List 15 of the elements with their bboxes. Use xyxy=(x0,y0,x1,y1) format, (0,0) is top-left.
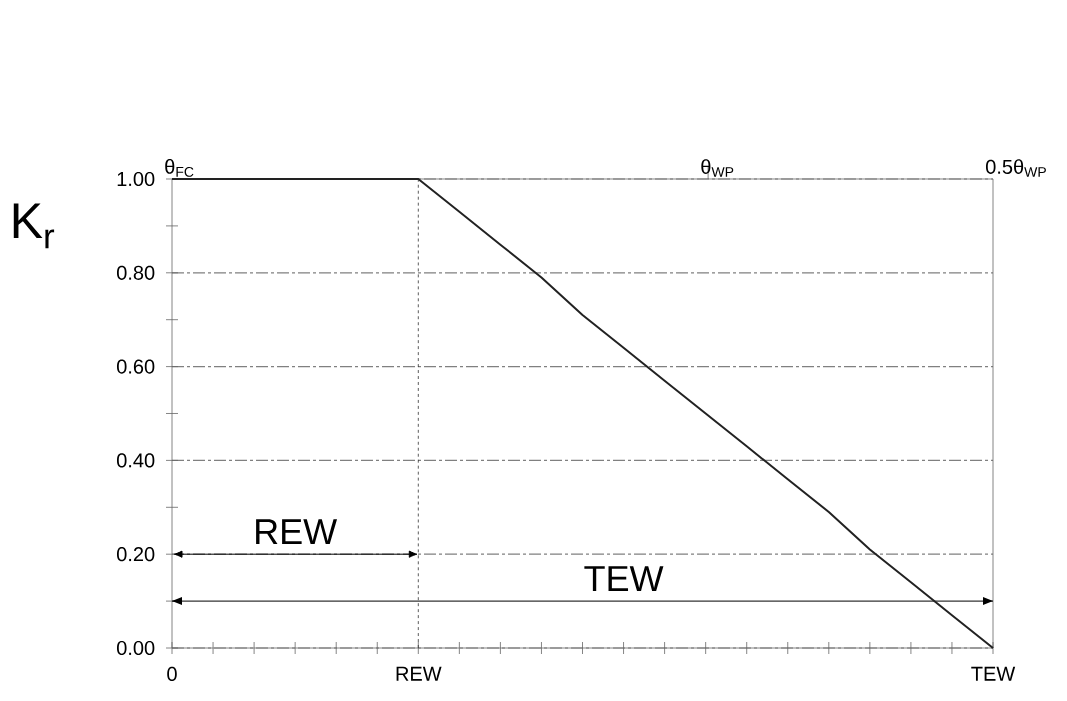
text: 0.5θ$_{WP}$ xyxy=(985,159,1046,177)
annotation: REW xyxy=(256,519,338,544)
y-tick-label: 1.00 xyxy=(117,171,155,187)
y-tick-label: 0.60 xyxy=(116,359,155,374)
x-tick-label: REW xyxy=(396,666,442,681)
y-tick-label: 0.00 xyxy=(116,640,155,656)
text: θ$_{FC}$ xyxy=(165,159,194,177)
x-tick-label: TEW xyxy=(971,666,1016,681)
y-axis-title: K$_{r}$ xyxy=(13,203,55,249)
text: θ$_{WP}$ xyxy=(701,159,734,177)
ref-line-label: TEW xyxy=(584,566,664,591)
y-tick-label: 0.80 xyxy=(116,265,155,280)
y-tick-label: 0.20 xyxy=(116,547,155,562)
y-tick-label: 0.40 xyxy=(116,453,155,468)
x-tick-label: 0 xyxy=(167,666,177,682)
